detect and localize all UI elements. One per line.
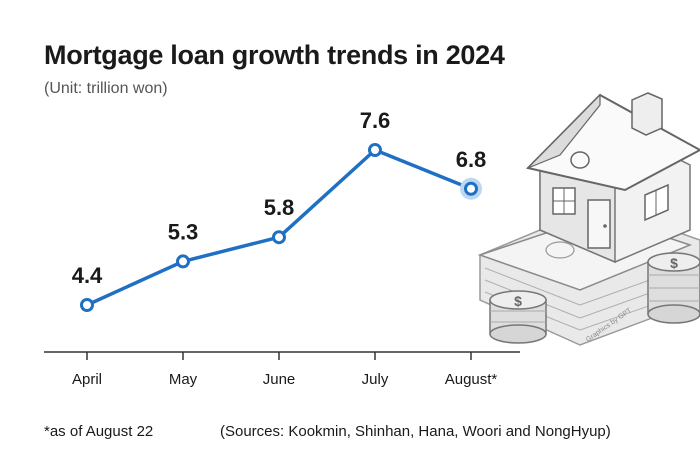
chart-title: Mortgage loan growth trends in 2024 <box>44 40 505 70</box>
data-point <box>176 254 190 269</box>
x-tick-label: July <box>362 371 389 388</box>
sources-note: (Sources: Kookmin, Shinhan, Hana, Woori … <box>220 423 611 440</box>
data-point <box>272 230 286 245</box>
svg-text:$: $ <box>514 293 522 309</box>
x-tick-label: May <box>169 371 198 388</box>
series-line <box>85 148 473 307</box>
footnote: *as of August 22 <box>44 423 154 440</box>
data-point <box>80 298 94 312</box>
x-tick-label: August* <box>445 371 498 388</box>
chart-subtitle: (Unit: trillion won) <box>44 80 168 97</box>
data-label: 7.6 <box>360 108 391 133</box>
data-label: 4.4 <box>72 263 103 288</box>
data-point <box>464 181 478 196</box>
x-axis-tick-labels: April May June July August* <box>72 371 497 388</box>
data-point <box>368 143 382 157</box>
data-label: 5.8 <box>264 195 295 220</box>
x-tick-label: June <box>263 371 296 388</box>
data-label: 5.3 <box>168 219 199 244</box>
data-label: 6.8 <box>456 147 487 172</box>
house-on-money-illustration: $ $ <box>477 92 700 346</box>
data-labels: 4.4 5.3 5.8 7.6 6.8 <box>72 108 487 288</box>
x-tick-label: April <box>72 371 102 388</box>
data-points <box>80 143 482 312</box>
svg-text:$: $ <box>670 255 678 271</box>
x-axis-ticks <box>86 352 472 360</box>
